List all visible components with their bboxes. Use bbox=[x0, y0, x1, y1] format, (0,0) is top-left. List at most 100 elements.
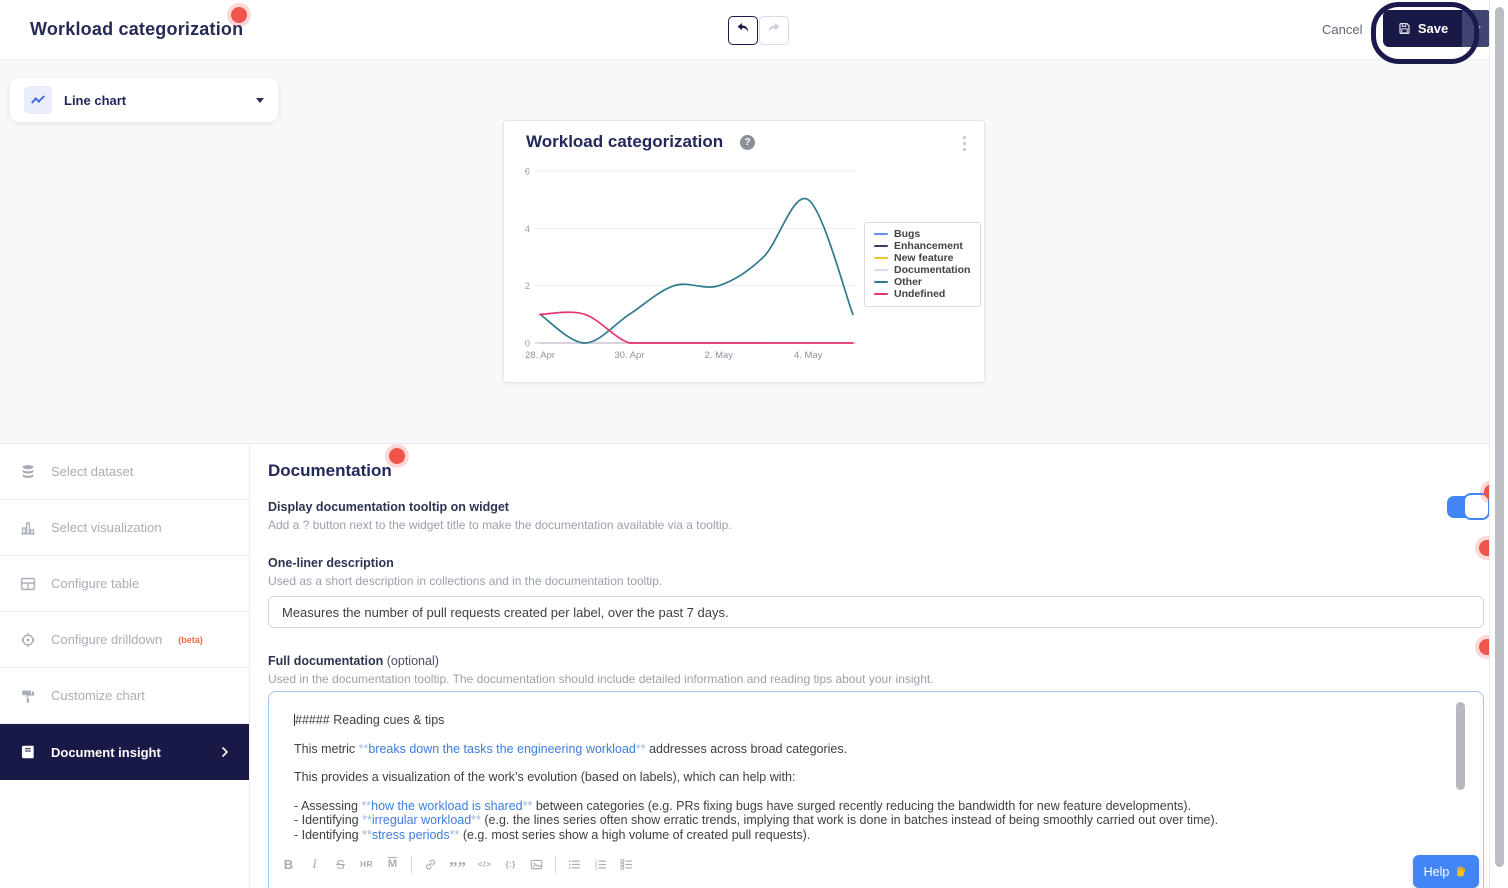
chevron-down-icon bbox=[256, 97, 264, 103]
doc-text-segment: ** bbox=[358, 741, 369, 756]
save-icon bbox=[1397, 21, 1412, 36]
doc-text-segment: ** bbox=[361, 798, 372, 813]
history-controls bbox=[728, 16, 789, 45]
documentation-tooltip-toggle[interactable] bbox=[1447, 493, 1490, 521]
doc-text-segment: - Assessing bbox=[294, 798, 362, 813]
inline-code-icon[interactable]: </> bbox=[477, 859, 492, 869]
visualization-type-select[interactable]: Line chart bbox=[10, 78, 278, 122]
chevron-right-icon bbox=[217, 744, 233, 760]
svg-text:4: 4 bbox=[525, 224, 530, 235]
documentation-panel: Documentation Display documentation tool… bbox=[250, 444, 1490, 888]
sidebar-item-customize-chart[interactable]: Customize chart bbox=[0, 668, 249, 724]
visualization-type-label: Line chart bbox=[64, 92, 127, 108]
link-icon[interactable] bbox=[423, 855, 438, 873]
page-scrollbar-thumb[interactable] bbox=[1495, 7, 1504, 867]
task-list-icon[interactable] bbox=[619, 855, 634, 873]
legend-item[interactable]: Other bbox=[874, 276, 970, 288]
sidebar-item-label: Configure drilldown bbox=[51, 632, 163, 647]
full-doc-label-text: Full documentation bbox=[268, 654, 384, 668]
chart-icon bbox=[18, 518, 38, 538]
markdown-editor[interactable]: ##### Reading cues & tips This metric ** b… bbox=[268, 691, 1484, 888]
doc-text-segment: how the workload is shared bbox=[371, 798, 523, 813]
sidebar-item-label: Configure table bbox=[51, 576, 140, 591]
doc-text-segment: ** bbox=[362, 813, 372, 828]
quote-icon[interactable]: ”” bbox=[449, 857, 466, 877]
legend-label: Documentation bbox=[894, 264, 971, 276]
database-icon bbox=[18, 462, 38, 482]
bold-icon[interactable]: B bbox=[283, 856, 294, 872]
legend-swatch bbox=[874, 232, 888, 236]
tooltip-field-label: Display documentation tooltip on widget bbox=[268, 500, 509, 514]
editor-line: ##### Reading cues & tips bbox=[294, 713, 1423, 728]
doc-text-segment: irregular workload bbox=[371, 813, 472, 828]
undo-icon bbox=[735, 20, 751, 41]
svg-text:4. May: 4. May bbox=[794, 350, 823, 361]
redo-icon bbox=[766, 20, 782, 41]
help-tooltip-icon[interactable]: ? bbox=[740, 134, 756, 150]
svg-text:0: 0 bbox=[525, 338, 530, 349]
doc-text-segment: ** bbox=[471, 813, 481, 828]
doc-text-segment: This provides a visualization of the wor… bbox=[294, 770, 796, 784]
redo-button[interactable] bbox=[759, 16, 789, 45]
legend-label: Enhancement bbox=[894, 240, 963, 252]
cancel-button[interactable]: Cancel bbox=[1322, 22, 1363, 37]
undo-button[interactable] bbox=[728, 16, 758, 45]
svg-text:30. Apr: 30. Apr bbox=[614, 350, 644, 361]
svg-text:2: 2 bbox=[525, 281, 530, 292]
legend-swatch bbox=[874, 268, 888, 272]
doc-text-segment: between categories (e.g. PRs fixing bugs… bbox=[532, 798, 1192, 813]
legend-swatch bbox=[874, 292, 888, 296]
sidebar-item-label: Customize chart bbox=[51, 688, 145, 703]
legend-item[interactable]: Enhancement bbox=[874, 240, 970, 252]
page-scrollbar[interactable] bbox=[1489, 0, 1508, 888]
legend-label: Undefined bbox=[894, 288, 946, 300]
doc-text-segment: ##### Reading cues & tips bbox=[295, 713, 445, 727]
text-caret bbox=[294, 714, 295, 726]
book-icon bbox=[18, 742, 38, 762]
svg-text:3: 3 bbox=[595, 865, 598, 870]
svg-text:6: 6 bbox=[525, 167, 530, 178]
full-doc-label: Full documentation (optional) bbox=[268, 654, 439, 668]
sidebar-item-label: Select dataset bbox=[51, 464, 134, 479]
one-liner-input[interactable] bbox=[268, 596, 1484, 628]
italic-icon[interactable]: I bbox=[312, 856, 317, 871]
heading-icon[interactable]: M bbox=[387, 858, 398, 870]
header: Workload categorization Cancel Save bbox=[0, 0, 1508, 60]
doc-text-segment: This metric bbox=[294, 741, 359, 756]
doc-text-segment: (e.g. most series show a high volume of … bbox=[459, 827, 811, 842]
help-button[interactable]: Help bbox=[1413, 855, 1479, 888]
bullet-list-icon[interactable] bbox=[567, 855, 582, 873]
doc-text-segment: (e.g. the lines series often show errati… bbox=[480, 813, 1219, 828]
sidebar-item-select-visualization[interactable]: Select visualization bbox=[0, 500, 249, 556]
tooltip-field-help: Add a ? button next to the widget title … bbox=[268, 518, 732, 532]
one-liner-help: Used as a short description in collectio… bbox=[268, 574, 663, 588]
svg-text:28. Apr: 28. Apr bbox=[525, 350, 555, 361]
legend-label: Other bbox=[894, 276, 923, 288]
editor-line: This provides a visualization of the wor… bbox=[294, 770, 1423, 785]
sidebar-item-document-insight[interactable]: Document insight bbox=[0, 724, 249, 780]
editor-scrollbar[interactable] bbox=[1456, 702, 1465, 790]
legend-item[interactable]: Undefined bbox=[874, 288, 970, 300]
wave-hand-icon bbox=[1454, 865, 1468, 879]
horizontal-rule-icon[interactable]: HR bbox=[360, 859, 373, 869]
image-icon[interactable] bbox=[529, 855, 544, 873]
code-block-icon[interactable]: {:} bbox=[505, 859, 516, 869]
editor-toolbar: B I S HR M ”” </> {:} 1 2 3 bbox=[281, 855, 634, 877]
doc-text-segment: ** bbox=[635, 741, 646, 756]
sidebar-item-select-dataset[interactable]: Select dataset bbox=[0, 444, 249, 500]
sidebar-item-configure-drilldown[interactable]: Configure drilldown (beta) bbox=[0, 612, 249, 668]
save-dropdown-button[interactable] bbox=[1462, 10, 1492, 47]
doc-text-segment: - Identifying bbox=[294, 827, 363, 842]
kebab-menu-icon[interactable] bbox=[961, 134, 968, 153]
strikethrough-icon[interactable]: S bbox=[336, 856, 345, 872]
save-button[interactable]: Save bbox=[1383, 10, 1462, 47]
target-icon bbox=[18, 630, 38, 650]
legend-swatch bbox=[874, 256, 888, 260]
legend-item[interactable]: New feature bbox=[874, 252, 970, 264]
legend-item[interactable]: Bugs bbox=[874, 228, 970, 240]
legend-item[interactable]: Documentation bbox=[874, 264, 970, 276]
beta-badge: (beta) bbox=[178, 634, 203, 645]
preview-section: Line chart Workload categorization ? 6 4 2… bbox=[0, 60, 1508, 443]
sidebar-item-configure-table[interactable]: Configure table bbox=[0, 556, 249, 612]
